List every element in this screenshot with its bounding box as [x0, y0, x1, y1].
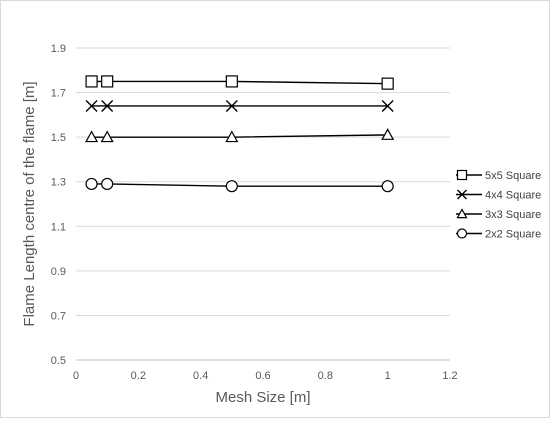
- legend-item: 2x2 Square: [456, 228, 541, 241]
- x-axis-title: Mesh Size [m]: [215, 389, 310, 406]
- gridlines: [76, 47, 450, 316]
- legend-label: 5x5 Square: [485, 170, 541, 182]
- y-tick-label: 1.3: [51, 177, 66, 189]
- circle-marker: [456, 228, 468, 239]
- triangle-marker: [85, 130, 99, 143]
- legend-item: 3x3 Square: [456, 208, 541, 221]
- x-marker: [85, 99, 98, 112]
- x-tick-label: 1.2: [442, 370, 457, 382]
- circle-marker: [101, 177, 114, 191]
- legend-item: 5x5 Square: [456, 169, 541, 182]
- x-marker: [457, 189, 467, 200]
- series-triangle: [85, 128, 395, 143]
- x-tick-label: 0.8: [318, 370, 333, 382]
- series-line: [91, 183, 388, 187]
- x-tick-label: 0.6: [255, 370, 270, 382]
- y-axis-ticks: 0.5 0.7 0.9 1.1 1.3 1.5 1.7 1.9: [51, 43, 66, 367]
- x-axis-ticks: 0 0.2 0.4 0.6 0.8 1 1.2: [73, 370, 458, 382]
- y-tick-label: 1.7: [51, 88, 66, 100]
- legend: 5x5 Square 4x4 Square 3x3 Square 2x2 Square: [456, 169, 541, 241]
- legend-label: 4x4 Square: [485, 190, 541, 202]
- legend-label: 3x3 Square: [485, 209, 541, 221]
- y-tick-label: 0.7: [51, 310, 66, 322]
- triangle-marker: [225, 130, 239, 143]
- x-marker: [101, 99, 114, 112]
- x-marker: [381, 99, 394, 112]
- square-marker: [381, 77, 394, 90]
- legend-item: 4x4 Square: [456, 190, 541, 202]
- circle-marker: [85, 177, 98, 191]
- y-tick-label: 0.5: [51, 355, 66, 367]
- x-marker: [225, 99, 238, 112]
- series-line: [91, 134, 388, 138]
- square-marker: [456, 169, 468, 181]
- x-tick-label: 0.4: [193, 370, 208, 382]
- legend-label: 2x2 Square: [485, 229, 541, 241]
- series-square: [85, 75, 394, 90]
- x-tick-label: 1: [385, 370, 391, 382]
- series-x: [85, 99, 394, 112]
- square-marker: [225, 75, 238, 88]
- y-tick-label: 1.1: [51, 221, 66, 233]
- y-tick-label: 1.5: [51, 132, 66, 144]
- triangle-marker: [100, 130, 114, 143]
- square-marker: [85, 75, 98, 88]
- series-group: [85, 75, 395, 193]
- square-marker: [101, 75, 114, 88]
- circle-marker: [225, 180, 238, 193]
- y-tick-label: 1.9: [51, 43, 66, 55]
- y-axis-title: Flame Length centre of the flame [m]: [21, 81, 38, 326]
- series-line: [91, 80, 388, 85]
- triangle-marker: [456, 208, 468, 219]
- y-tick-label: 0.9: [51, 266, 66, 278]
- x-tick-label: 0: [73, 370, 79, 382]
- circle-marker: [381, 180, 394, 193]
- triangle-marker: [381, 128, 395, 140]
- series-circle: [85, 177, 394, 193]
- x-tick-label: 0.2: [131, 370, 146, 382]
